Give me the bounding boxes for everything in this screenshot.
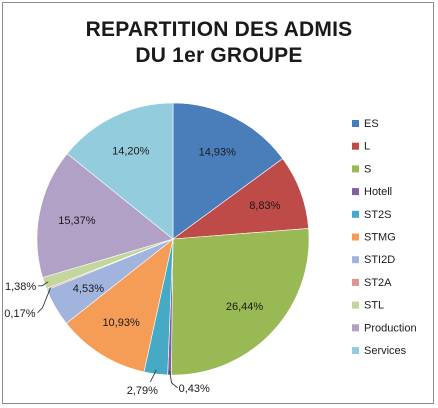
legend-swatch-st2a: [352, 278, 359, 286]
data-label-production: 15,37%: [58, 215, 96, 227]
legend-label-sti2d: STI2D: [364, 254, 395, 266]
data-label-l: 8,83%: [249, 200, 280, 212]
legend-swatch-services: [352, 347, 359, 354]
leader-line-st2a: [37, 287, 51, 314]
data-label-es: 14,93%: [199, 147, 237, 159]
pie-slice-services: [66, 102, 174, 240]
legend-swatch-stl: [352, 301, 359, 309]
legend-label-production: Production: [364, 322, 417, 334]
legend-label-stmg: STMG: [364, 232, 396, 244]
pie-slice-s: [170, 228, 310, 376]
legend-swatch-s: [352, 165, 359, 173]
legend-label-st2a: ST2A: [364, 277, 392, 289]
pie-slices: [36, 102, 310, 376]
legend-swatch-hotell: [352, 188, 359, 196]
legend-label-l: L: [364, 141, 370, 153]
data-label-stl: 1,38%: [5, 281, 36, 293]
data-label-sti2d: 4,53%: [73, 283, 104, 295]
legend-swatch-es: [352, 120, 359, 127]
data-label-st2a: 0,17%: [4, 308, 35, 320]
legend-swatch-st2s: [352, 210, 359, 218]
chart-title-line-2: DU 1er GROUPE: [135, 44, 303, 67]
legend-swatch-l: [352, 142, 359, 150]
pie-slice-stmg: [65, 238, 174, 373]
data-label-hotell: 0,43%: [179, 383, 210, 395]
pie-slice-production: [36, 153, 174, 278]
legend-swatch-sti2d: [352, 256, 359, 264]
legend-swatch-production: [352, 324, 359, 332]
leader-line-st2s: [149, 369, 157, 383]
legend-swatch-stmg: [352, 233, 359, 241]
chart-title-line-1: REPARTITION DES ADMIS: [85, 18, 353, 41]
pie-labels: 14,93% 8,83% 26,44% 0,43% 2,79% 10,93% 4,53% 0,…: [4, 146, 280, 397]
legend: ES LS Hotell ST2S STMG STI2D ST2A STL Production…: [352, 118, 417, 357]
legend-label-hotell: Hotell: [364, 186, 392, 198]
legend-label-services: Services: [364, 345, 407, 357]
legend-label-stl: STL: [364, 300, 384, 312]
leader-line-hotell: [169, 370, 178, 389]
data-label-s: 26,44%: [226, 301, 264, 313]
pie-slice-es: [172, 102, 284, 240]
data-label-st2s: 2,79%: [127, 385, 158, 397]
legend-label-es: ES: [364, 118, 379, 130]
data-label-stmg: 10,93%: [102, 317, 140, 329]
legend-label-st2s: ST2S: [364, 209, 392, 221]
legend-label-s: S: [364, 163, 371, 175]
leader-line-stl: [38, 281, 49, 287]
data-label-services: 14,20%: [112, 146, 150, 158]
